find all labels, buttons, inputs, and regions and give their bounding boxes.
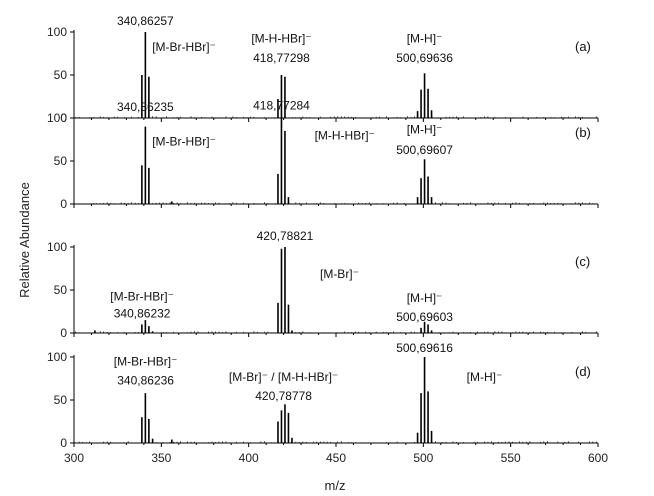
y-tick-label: 0: [60, 197, 67, 211]
peak-annotation: 500,69607: [396, 143, 453, 157]
y-tick-label: 0: [60, 326, 67, 340]
peak-annotation: [M-Br-HBr]⁻: [114, 355, 178, 369]
panel-label: (a): [575, 39, 591, 54]
y-tick-label: 50: [54, 283, 68, 297]
y-axis-label: Relative Abundance: [17, 182, 32, 298]
y-tick-label: 0: [60, 436, 67, 450]
peak-annotation: 340,86257: [117, 14, 174, 28]
peak-annotation: 418,77284: [253, 98, 310, 112]
y-tick-label: 50: [54, 154, 68, 168]
peak-annotation: [M-Br]⁻: [320, 267, 359, 281]
x-tick-label: 400: [239, 451, 259, 465]
peak-annotation: 340,86236: [117, 374, 174, 388]
peak-annotation: [M-H]⁻: [407, 31, 443, 45]
peak-annotation: [M-H]⁻: [467, 370, 503, 384]
x-axis-label: m/z: [325, 478, 346, 493]
x-tick-label: 600: [588, 451, 608, 465]
peak-annotation: [M-H]⁻: [407, 122, 443, 136]
peak-annotation: 420,78778: [255, 389, 312, 403]
peak-annotation: 340,86235: [117, 100, 174, 114]
x-tick-label: 500: [413, 451, 433, 465]
peak-annotation: [M-Br-HBr]⁻: [110, 289, 174, 303]
peak-annotation: 500,69636: [396, 51, 453, 65]
panel-label: (b): [575, 125, 591, 140]
peak-annotation: [M-Br-HBr]⁻: [152, 40, 216, 54]
x-tick-label: 350: [151, 451, 171, 465]
peak-annotation: 340,86232: [114, 307, 171, 321]
x-tick-label: 300: [64, 451, 84, 465]
peak-annotation: 420,78821: [257, 229, 314, 243]
y-tick-label: 100: [47, 350, 67, 364]
peak-annotation: [M-Br]⁻ / [M-H-HBr]⁻: [229, 370, 338, 384]
x-tick-label: 550: [501, 451, 521, 465]
y-tick-label: 50: [54, 393, 68, 407]
peak-annotation: 500,69616: [396, 341, 453, 355]
y-tick-label: 100: [47, 240, 67, 254]
y-tick-label: 100: [47, 111, 67, 125]
peak-annotation: [M-H]⁻: [407, 291, 443, 305]
peak-annotation: [M-H-HBr]⁻: [315, 129, 375, 143]
y-tick-label: 0: [60, 111, 67, 125]
y-tick-label: 100: [47, 25, 67, 39]
panel-label: (d): [575, 364, 591, 379]
y-tick-label: 50: [54, 68, 68, 82]
peak-annotation: 418,77298: [253, 51, 310, 65]
panel-label: (c): [575, 254, 590, 269]
peak-annotation: [M-H-HBr]⁻: [251, 31, 311, 45]
peak-annotation: [M-Br-HBr]⁻: [152, 135, 216, 149]
peak-annotation: 500,69603: [396, 310, 453, 324]
x-tick-label: 450: [326, 451, 346, 465]
